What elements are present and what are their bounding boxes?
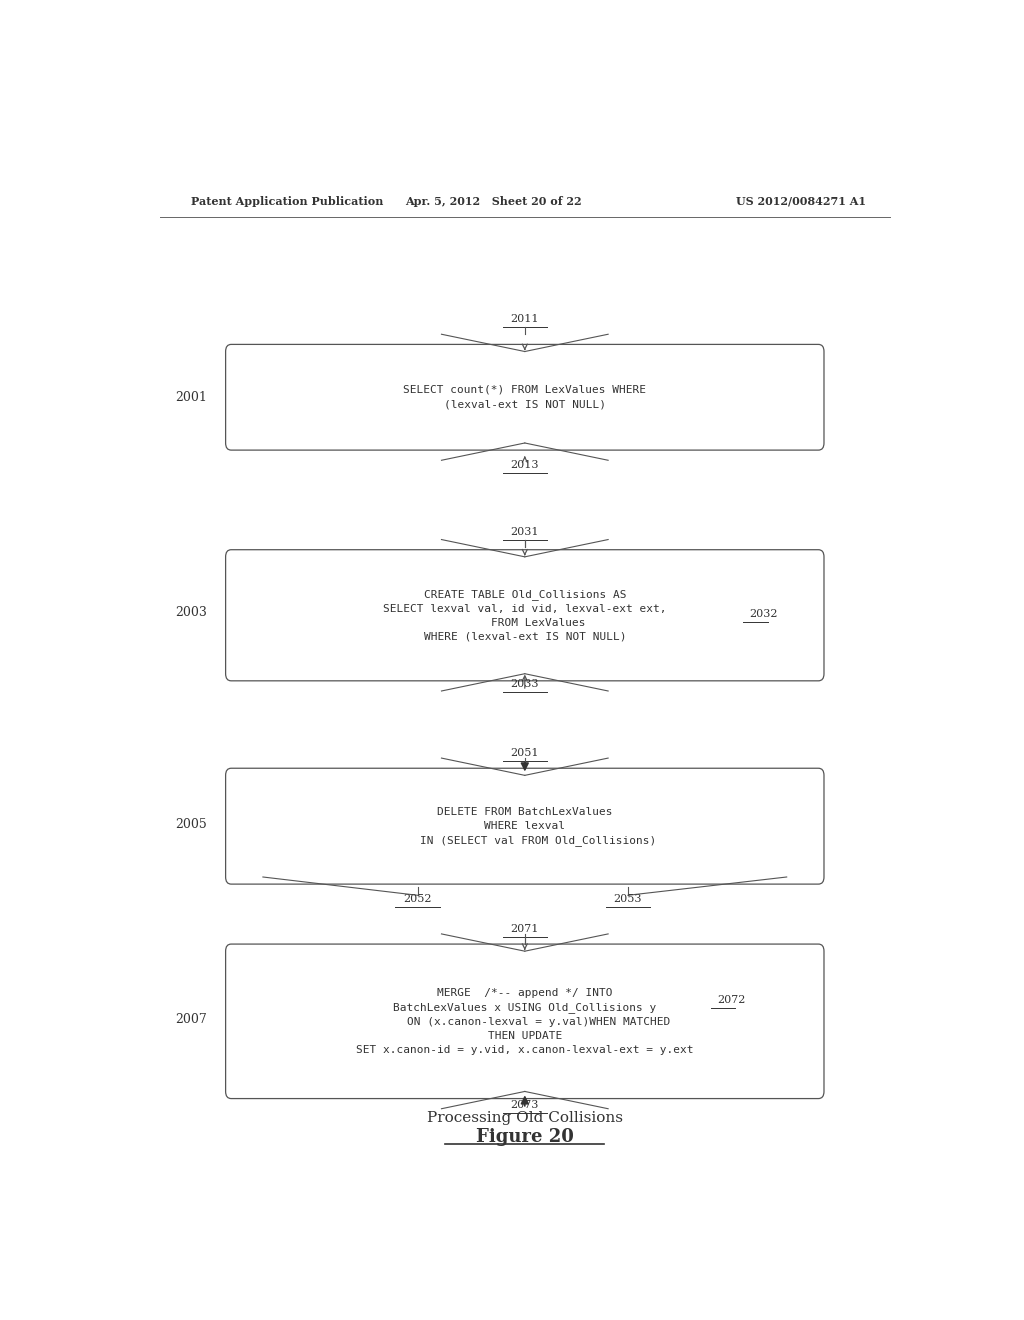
Text: 2011: 2011 [511, 314, 539, 325]
Text: Figure 20: Figure 20 [476, 1129, 573, 1146]
Text: MERGE  /*-- append */ INTO
BatchLexValues x USING Old_Collisions y
    ON (x.can: MERGE /*-- append */ INTO BatchLexValues… [356, 987, 693, 1055]
Text: 2052: 2052 [403, 895, 432, 904]
Text: 2072: 2072 [718, 995, 746, 1005]
FancyBboxPatch shape [225, 345, 824, 450]
Text: Processing Old Collisions: Processing Old Collisions [427, 1111, 623, 1125]
Text: 2073: 2073 [511, 1100, 539, 1110]
Text: 2013: 2013 [511, 461, 539, 470]
FancyBboxPatch shape [225, 768, 824, 884]
Text: 2051: 2051 [511, 748, 539, 758]
Text: 2001: 2001 [175, 391, 208, 404]
Text: 2032: 2032 [750, 609, 778, 619]
Text: 2071: 2071 [511, 924, 539, 935]
Text: 2003: 2003 [175, 606, 208, 619]
Text: 2005: 2005 [175, 817, 208, 830]
Text: 2007: 2007 [175, 1012, 208, 1026]
Text: CREATE TABLE Old_Collisions AS
SELECT lexval val, id vid, lexval-ext ext,
    FR: CREATE TABLE Old_Collisions AS SELECT le… [383, 589, 667, 642]
Text: Apr. 5, 2012   Sheet 20 of 22: Apr. 5, 2012 Sheet 20 of 22 [404, 195, 582, 207]
Text: DELETE FROM BatchLexValues
WHERE lexval
    IN (SELECT val FROM Old_Collisions): DELETE FROM BatchLexValues WHERE lexval … [393, 807, 656, 846]
Text: 2031: 2031 [511, 527, 539, 536]
FancyBboxPatch shape [225, 944, 824, 1098]
Text: US 2012/0084271 A1: US 2012/0084271 A1 [736, 195, 866, 207]
Text: SELECT count(*) FROM LexValues WHERE
(lexval-ext IS NOT NULL): SELECT count(*) FROM LexValues WHERE (le… [403, 385, 646, 409]
Text: 2053: 2053 [613, 895, 642, 904]
FancyBboxPatch shape [225, 549, 824, 681]
Text: Patent Application Publication: Patent Application Publication [191, 195, 384, 207]
Text: 2033: 2033 [511, 678, 539, 689]
